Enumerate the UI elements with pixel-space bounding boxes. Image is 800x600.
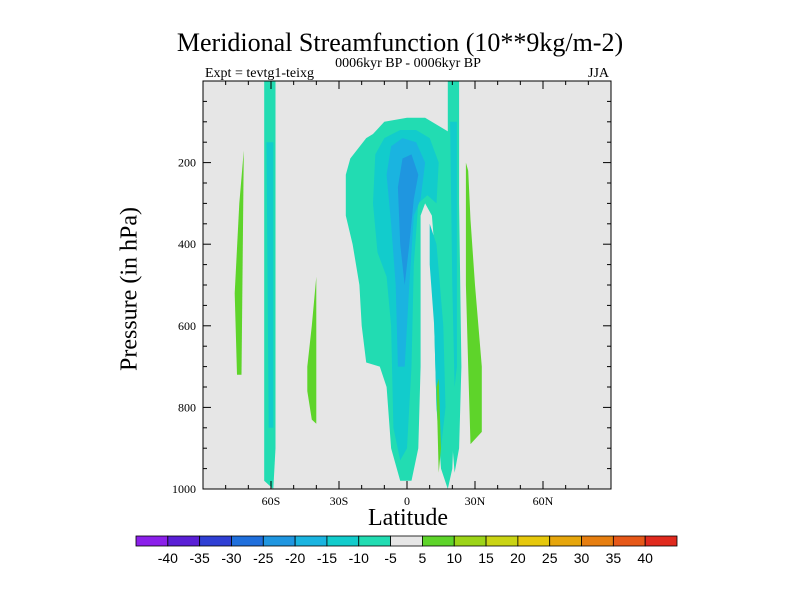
colorbar-swatch xyxy=(485,535,519,547)
contour-region-positive-patch-45s xyxy=(307,276,317,424)
colorbar-swatch xyxy=(644,535,678,547)
colorbar-swatch xyxy=(453,535,487,547)
contour-region-positive-band-73s xyxy=(234,150,244,375)
colorbar-label: 25 xyxy=(542,550,558,566)
colorbar-label: 10 xyxy=(446,550,462,566)
colorbar-swatch xyxy=(199,535,232,547)
x-axis-label: Latitude xyxy=(368,505,448,531)
season-label: JJA xyxy=(588,66,610,81)
x-tick-label: 60S xyxy=(262,494,281,508)
y-tick-label: 400 xyxy=(178,237,196,251)
colorbar-swatch xyxy=(517,535,551,547)
colorbar-swatch xyxy=(358,535,391,547)
x-tick-label: 0 xyxy=(404,494,410,508)
colorbar-label: -40 xyxy=(158,550,178,566)
colorbar-label: 20 xyxy=(510,550,526,566)
colorbar-label: -5 xyxy=(384,550,397,566)
contour-region-negative-cell-core-15 xyxy=(397,154,419,285)
colorbar-label: -35 xyxy=(190,550,210,566)
colorbar-swatch xyxy=(390,535,423,547)
contour-region-positive-thin-14n xyxy=(436,378,441,473)
colorbar-swatch xyxy=(581,535,614,547)
chart-subtitle: 0006kyr BP - 0006kyr BP xyxy=(335,56,481,71)
colorbar-label: -20 xyxy=(285,550,305,566)
colorbar-swatch xyxy=(326,535,360,547)
experiment-label: Expt = tevtg1-teixg xyxy=(205,66,314,81)
colorbar-label: 15 xyxy=(478,550,494,566)
colorbar-label: -30 xyxy=(221,550,241,566)
y-tick-label: 1000 xyxy=(172,482,196,496)
contour-region-positive-band-30n xyxy=(465,162,482,445)
colorbar-label: 30 xyxy=(574,550,590,566)
chart-title: Meridional Streamfunction (10**9kg/m-2) xyxy=(176,28,624,57)
y-tick-label: 800 xyxy=(178,400,196,414)
colorbar-swatch xyxy=(294,535,328,547)
contour-region-negative-band-20n-core xyxy=(450,121,457,388)
x-tick-label: 30S xyxy=(330,494,349,508)
y-tick-label: 200 xyxy=(178,156,196,170)
colorbar-swatch xyxy=(167,535,201,547)
y-tick-label: 600 xyxy=(178,319,196,333)
colorbar-swatch xyxy=(135,535,169,547)
colorbar-swatch xyxy=(549,535,582,547)
colorbar-swatch xyxy=(422,535,455,547)
contour-region-negative-band-60s-core xyxy=(266,142,274,428)
x-tick-label: 60N xyxy=(533,494,554,508)
colorbar-label: 40 xyxy=(637,550,653,566)
colorbar-swatch xyxy=(231,535,264,547)
colorbar-swatch xyxy=(612,535,646,547)
x-tick-label: 30N xyxy=(465,494,486,508)
colorbar-label: -25 xyxy=(253,550,273,566)
colorbar-label: -15 xyxy=(317,550,337,566)
colorbar-label: 5 xyxy=(419,550,427,566)
colorbar-label: 35 xyxy=(606,550,622,566)
contour-region-negative-cell-right-inner xyxy=(429,223,446,449)
colorbar-swatch xyxy=(262,535,296,547)
colorbar-label: -10 xyxy=(349,550,369,566)
